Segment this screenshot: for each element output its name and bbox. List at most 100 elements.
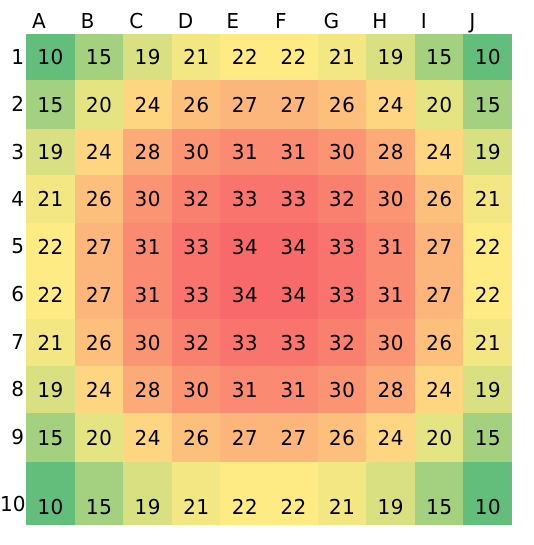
cell-j1[interactable]: 10 — [463, 34, 513, 80]
cell-j7[interactable]: 21 — [463, 319, 513, 366]
cell-j5[interactable]: 22 — [463, 223, 513, 270]
column-header-e[interactable]: E — [226, 9, 240, 33]
column-header-f[interactable]: F — [275, 9, 287, 33]
cell-a8[interactable]: 19 — [26, 366, 76, 413]
cell-f2[interactable]: 27 — [269, 80, 319, 129]
cell-e2[interactable]: 27 — [220, 80, 270, 129]
cell-h8[interactable]: 28 — [366, 366, 416, 413]
cell-j3[interactable]: 19 — [463, 129, 513, 175]
cell-h5[interactable]: 31 — [366, 223, 416, 270]
row-header-3[interactable]: 3 — [11, 140, 24, 164]
cell-i2[interactable]: 20 — [414, 80, 464, 129]
cell-g7[interactable]: 32 — [317, 319, 367, 366]
cell-f4[interactable]: 33 — [269, 175, 319, 223]
cell-b1[interactable]: 15 — [74, 34, 124, 80]
cell-a4[interactable]: 21 — [26, 175, 76, 223]
cell-d9[interactable]: 26 — [171, 413, 221, 462]
column-header-i[interactable]: I — [420, 9, 427, 33]
cell-g6[interactable]: 33 — [317, 270, 367, 319]
row-header-7[interactable]: 7 — [11, 330, 24, 354]
row-header-2[interactable]: 2 — [11, 92, 24, 116]
cell-j10[interactable]: 10 — [463, 462, 513, 525]
column-header-g[interactable]: G — [323, 9, 340, 33]
cell-e3[interactable]: 31 — [220, 129, 270, 175]
cell-i4[interactable]: 26 — [414, 175, 464, 223]
row-header-4[interactable]: 4 — [11, 187, 24, 211]
cell-e7[interactable]: 33 — [220, 319, 270, 366]
cell-i9[interactable]: 20 — [414, 413, 464, 462]
cell-b9[interactable]: 20 — [74, 413, 124, 462]
cell-d4[interactable]: 32 — [171, 175, 221, 223]
row-header-10[interactable]: 10 — [0, 492, 26, 516]
cell-b3[interactable]: 24 — [74, 129, 124, 175]
cell-g1[interactable]: 21 — [317, 34, 367, 80]
cell-b5[interactable]: 27 — [74, 223, 124, 270]
cell-f1[interactable]: 22 — [269, 34, 319, 80]
cell-c5[interactable]: 31 — [123, 223, 173, 270]
column-header-a[interactable]: A — [32, 9, 46, 33]
cell-f7[interactable]: 33 — [269, 319, 319, 366]
cell-c8[interactable]: 28 — [123, 366, 173, 413]
column-header-h[interactable]: H — [372, 9, 388, 33]
cell-i7[interactable]: 26 — [414, 319, 464, 366]
cell-c6[interactable]: 31 — [123, 270, 173, 319]
cell-d8[interactable]: 30 — [171, 366, 221, 413]
column-header-j[interactable]: J — [469, 9, 476, 33]
cell-e4[interactable]: 33 — [220, 175, 270, 223]
cell-e6[interactable]: 34 — [220, 270, 270, 319]
cell-b6[interactable]: 27 — [74, 270, 124, 319]
cell-d3[interactable]: 30 — [171, 129, 221, 175]
cell-c1[interactable]: 19 — [123, 34, 173, 80]
cell-h6[interactable]: 31 — [366, 270, 416, 319]
cell-f5[interactable]: 34 — [269, 223, 319, 270]
cell-g3[interactable]: 30 — [317, 129, 367, 175]
cell-f3[interactable]: 31 — [269, 129, 319, 175]
cell-g5[interactable]: 33 — [317, 223, 367, 270]
row-header-1[interactable]: 1 — [11, 45, 24, 69]
cell-h1[interactable]: 19 — [366, 34, 416, 80]
cell-c7[interactable]: 30 — [123, 319, 173, 366]
cell-d10[interactable]: 21 — [171, 462, 221, 525]
cell-h7[interactable]: 30 — [366, 319, 416, 366]
cell-h2[interactable]: 24 — [366, 80, 416, 129]
cell-c10[interactable]: 19 — [123, 462, 173, 525]
row-header-6[interactable]: 6 — [11, 282, 24, 306]
cell-e9[interactable]: 27 — [220, 413, 270, 462]
cell-b8[interactable]: 24 — [74, 366, 124, 413]
column-header-d[interactable]: D — [177, 9, 194, 33]
cell-d1[interactable]: 21 — [171, 34, 221, 80]
cell-a2[interactable]: 15 — [26, 80, 76, 129]
cell-a3[interactable]: 19 — [26, 129, 76, 175]
cell-h4[interactable]: 30 — [366, 175, 416, 223]
cell-c3[interactable]: 28 — [123, 129, 173, 175]
cell-i1[interactable]: 15 — [414, 34, 464, 80]
cell-f6[interactable]: 34 — [269, 270, 319, 319]
cell-j4[interactable]: 21 — [463, 175, 513, 223]
cell-h10[interactable]: 19 — [366, 462, 416, 525]
cell-f10[interactable]: 22 — [269, 462, 319, 525]
cell-f9[interactable]: 27 — [269, 413, 319, 462]
cell-g4[interactable]: 32 — [317, 175, 367, 223]
cell-a10[interactable]: 10 — [26, 462, 76, 525]
cell-f8[interactable]: 31 — [269, 366, 319, 413]
cell-h9[interactable]: 24 — [366, 413, 416, 462]
cell-h3[interactable]: 28 — [366, 129, 416, 175]
cell-e5[interactable]: 34 — [220, 223, 270, 270]
cell-c9[interactable]: 24 — [123, 413, 173, 462]
cell-j6[interactable]: 22 — [463, 270, 513, 319]
cell-i10[interactable]: 15 — [414, 462, 464, 525]
cell-b7[interactable]: 26 — [74, 319, 124, 366]
cell-g10[interactable]: 21 — [317, 462, 367, 525]
cell-a1[interactable]: 10 — [26, 34, 76, 80]
row-header-8[interactable]: 8 — [11, 377, 24, 401]
cell-e10[interactable]: 22 — [220, 462, 270, 525]
cell-b2[interactable]: 20 — [74, 80, 124, 129]
column-header-b[interactable]: B — [80, 9, 95, 33]
cell-d5[interactable]: 33 — [171, 223, 221, 270]
cell-a6[interactable]: 22 — [26, 270, 76, 319]
cell-a7[interactable]: 21 — [26, 319, 76, 366]
column-header-c[interactable]: C — [129, 9, 144, 33]
cell-j2[interactable]: 15 — [463, 80, 513, 129]
row-header-5[interactable]: 5 — [11, 234, 24, 258]
cell-i5[interactable]: 27 — [414, 223, 464, 270]
